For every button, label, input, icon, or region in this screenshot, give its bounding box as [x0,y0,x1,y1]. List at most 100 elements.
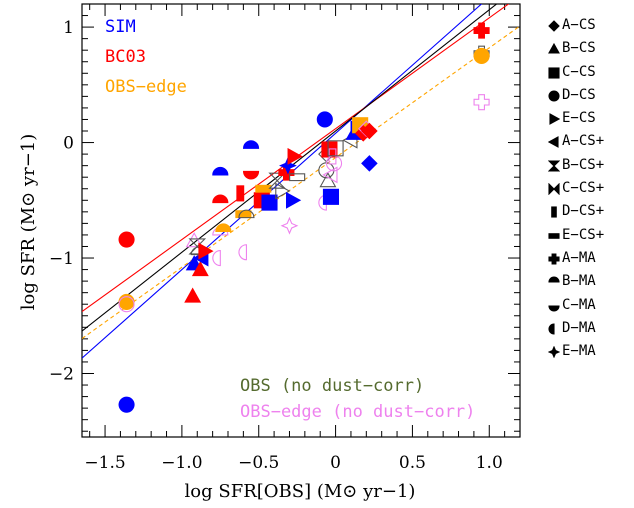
data-point-half-top [212,194,229,204]
data-point-vbar [236,185,245,202]
data-point-triangle [184,287,202,303]
tick-labels: −1.5 −1.0 −0.5 0 0.5 1.0 −2 −1 0 1 [49,18,503,473]
data-point-tri-right [287,147,303,165]
data-point-half-top [215,223,232,233]
x-tick-label: −0.5 [238,453,279,473]
fit-line [82,4,510,313]
data-point-tri-right [285,191,302,209]
legend-label: C−MA [562,296,596,313]
data-point-tri-right [275,182,291,200]
legend-label: E−CS+ [562,226,605,243]
legend-item: B−CS+ [548,154,632,177]
data-point-diamond [361,155,378,172]
color-label-sim: SIM [105,17,136,37]
legend-marker-half-bottom [548,305,560,312]
fit-line [82,4,498,332]
data-point-cross [473,94,490,111]
data-point-diamond [361,122,378,140]
legend-item: C−CS [548,61,632,84]
data-point-hbar [255,184,272,193]
legend-item: B−CS [548,37,632,60]
legend-marker-diamond [548,20,560,32]
data-point-star4 [280,216,299,235]
legend-marker-hourglass [548,160,560,172]
label-obs-no-dust-corr: OBS (no dust−corr) [240,376,424,396]
data-point-half-top [243,140,260,149]
y-tick-label: −1 [49,249,74,269]
legend-item: C−MA [548,294,632,317]
legend-label: C−CS [562,63,596,80]
legend-marker-cross [548,253,560,265]
legend-marker-tri-left [548,136,559,149]
data-point-circle [118,296,135,313]
fit-line [82,25,520,340]
data-point-tri-left [322,166,338,184]
y-tick-label: −2 [49,364,74,384]
x-tick-label: −1.5 [84,453,125,473]
legend-marker-bowtie [548,183,560,196]
legend-item: D−CS+ [548,200,632,223]
data-point-square [327,140,344,157]
data-point-cross [473,22,490,39]
legend-marker-circle [548,90,560,102]
legend-item: E−CS+ [548,224,632,247]
legend-label: A−CS+ [562,133,605,150]
data-point-star4 [279,156,297,175]
data-point-square [322,188,340,205]
color-label-bc03: BC03 [105,47,146,67]
data-point-circle [316,111,333,128]
data-point-half-left [212,249,221,267]
axis-ticks [82,4,520,437]
data-point-half-left [238,244,247,261]
legend-label: B−CS+ [562,156,605,173]
data-point-hbar [289,173,306,182]
legend-marker-hbar [548,232,560,239]
legend-marker-triangle [548,43,560,54]
data-point-hbar [235,210,252,219]
legend-label: E−MA [562,343,596,360]
legend-marker-half-top [548,276,560,283]
data-point-tri-right [198,242,214,260]
color-label-obs-edge: OBS−edge [105,77,187,97]
legend-marker-tri-right [549,113,560,126]
data-point-half-top [212,166,229,176]
legend-marker-half-left [548,323,555,335]
x-tick-label: 0.5 [399,453,426,473]
legend-item: A−CS+ [548,130,632,153]
x-tick-label: 0 [330,453,341,473]
legend-item: C−CS+ [548,177,632,200]
y-tick-label: 1 [63,18,74,38]
legend-item: E−MA [548,340,632,363]
legend-label: A−CS [562,17,596,33]
label-obs-edge-no-dust-corr: OBS−edge (no dust−corr) [240,402,475,422]
data-point-triangle [191,260,209,277]
legend-label: B−MA [562,273,596,290]
data-point-square [261,194,278,211]
data-points [118,22,490,413]
legend-item: A−MA [548,247,632,270]
legend-item: D−MA [548,317,632,340]
data-point-circle [118,396,135,413]
legend-label: D−CS+ [562,203,605,220]
plot-frame [81,3,521,438]
legend-item: B−MA [548,270,632,293]
data-point-half-top [238,209,255,219]
data-point-circle [473,47,490,65]
y-tick-label: 0 [63,134,74,154]
legend-item: D−CS [548,84,632,107]
fit-lines [82,4,520,359]
legend-marker-star4 [548,346,560,359]
data-point-half-bottom [243,170,260,180]
legend-label: E−CS [562,110,596,127]
legend-marker-square [548,67,560,79]
legend-label: D−MA [562,319,596,336]
legend-label: B−CS [562,40,596,57]
x-tick-label: −1.0 [161,453,202,473]
legend-label: C−CS+ [562,180,605,197]
legend-label: D−CS [562,86,596,103]
x-tick-label: 1.0 [476,453,503,473]
legend-marker-vbar [551,206,557,218]
legend-label: A−MA [562,249,596,266]
marker-legend: A−CS B−CS C−CS D−CS E−CS A−CS+ B−CS+ C−CS+ D−CS+… [548,14,632,363]
